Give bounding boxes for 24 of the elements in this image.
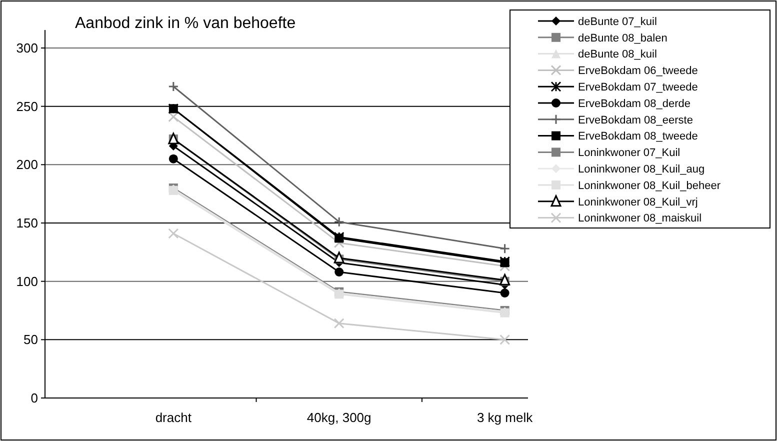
legend-label: Loninkwoner 08_maiskuil [578, 212, 702, 225]
legend-label: deBunte 08_balen [578, 32, 668, 44]
y-tick-label: 200 [16, 157, 38, 172]
legend-label: Loninkwoner 08_Kuil_vrj [578, 196, 698, 208]
chart-title: Aanbod zink in % van behoefte [75, 15, 296, 32]
y-tick-label: 50 [24, 332, 38, 348]
legend-label: deBunte 07_kuil [578, 16, 657, 28]
legend-label: ErveBokdam 08_derde [578, 98, 691, 110]
legend-label: Loninkwoner 07_Kuil [578, 147, 680, 160]
x-tick-label: dracht [155, 410, 192, 425]
legend-label: ErveBokdam 08_tweede [578, 130, 698, 143]
y-tick-label: 150 [16, 216, 38, 231]
legend-label: ErveBokdam 08_eerste [578, 114, 693, 126]
legend-label: deBunte 08_kuil [578, 48, 657, 61]
y-tick-label: 300 [16, 40, 38, 56]
legend-label: Loninkwoner 08_Kuil_beheer [578, 180, 721, 192]
x-tick-label: 3 kg melk [476, 410, 534, 425]
y-tick-label: 100 [16, 274, 38, 289]
legend-label: Loninkwoner 08_Kuil_aug [578, 163, 705, 176]
legend-label: ErveBokdam 07_tweede [578, 81, 698, 94]
x-tick-label: 40kg, 300g [306, 410, 372, 425]
legend-label: ErveBokdam 06_tweede [578, 65, 698, 78]
y-tick-label: 250 [16, 98, 38, 114]
y-tick-label: 0 [30, 390, 38, 406]
